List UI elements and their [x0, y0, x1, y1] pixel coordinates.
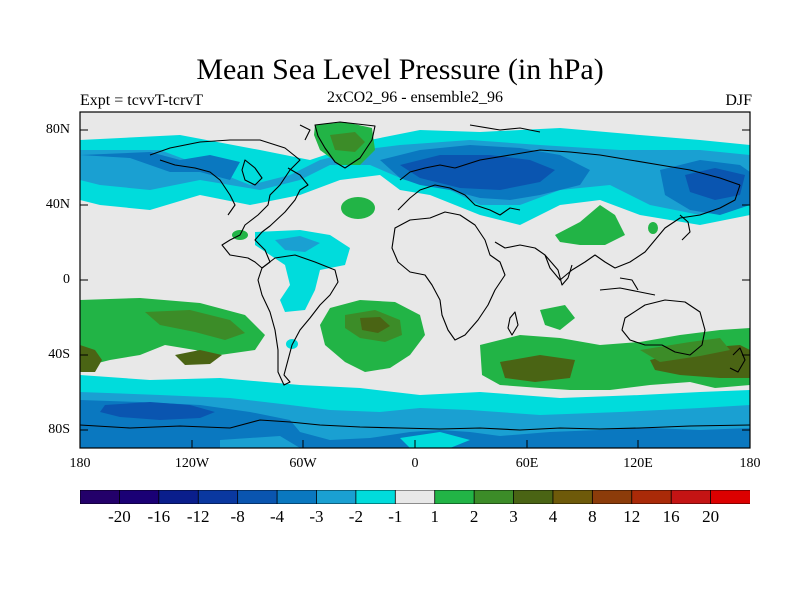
tropical-lightblue	[275, 236, 320, 252]
lat-label-40n: 40N	[45, 197, 70, 212]
season-label: DJF	[725, 92, 752, 109]
south-blue-band	[80, 400, 750, 448]
greenland-high-core	[330, 132, 365, 152]
colorbar-label: -4	[269, 507, 285, 526]
colorbar-label: -20	[108, 507, 131, 526]
south-pacific-olive-2	[175, 350, 222, 365]
americas-cyan	[255, 230, 350, 312]
colorbar-swatch	[591, 490, 633, 504]
sw-pacific-olive	[80, 345, 102, 372]
colorbar-swatch	[119, 490, 160, 504]
axis-ticks	[79, 129, 751, 448]
plot-title: Mean Sea Level Pressure (in hPa)	[196, 53, 604, 86]
colorbar-swatch	[276, 490, 318, 504]
south-atlantic-brown	[360, 317, 390, 333]
antarctic-cyan-patch	[400, 432, 470, 448]
colorbar-label: 8	[588, 507, 597, 526]
colorbar-swatch	[513, 490, 554, 504]
lon-label-120w: 120W	[174, 456, 210, 471]
colorbar-label: -12	[186, 507, 210, 526]
lon-label-0: 0	[411, 456, 419, 471]
madagascar-green	[540, 305, 575, 330]
colorbar-swatch	[80, 490, 121, 504]
colorbar-swatch	[394, 490, 436, 504]
lon-label-180e: 180	[739, 456, 761, 471]
colorbar-swatch	[710, 490, 750, 504]
lat-label-80n: 80N	[45, 122, 70, 137]
colorbar-label: 20	[702, 507, 720, 526]
colorbar-swatch	[552, 490, 594, 504]
colorbar-label: 4	[548, 507, 558, 526]
pressure-field	[80, 112, 750, 448]
south-pacific-green	[80, 298, 265, 365]
asia-high	[555, 205, 625, 245]
colorbar-swatch	[631, 490, 673, 504]
north-blue-band	[80, 152, 240, 180]
atlantic-high	[341, 197, 375, 219]
colorbar-label: 3	[509, 507, 518, 526]
experiment-label: Expt = tcvvT-tcrvT	[80, 92, 204, 109]
lat-label-80s: 80S	[48, 422, 70, 437]
colorbar-label: 1	[430, 507, 439, 526]
colorbar-swatch	[355, 490, 397, 504]
colorbar-label: -8	[230, 507, 245, 526]
antarctic-lightblue-patch	[220, 436, 300, 448]
lon-label-60e: 60E	[515, 456, 539, 471]
tasman-darkgreen	[640, 338, 730, 362]
eurasia-low-core	[400, 155, 555, 190]
colorbar-label: 12	[623, 507, 641, 526]
indian-olive	[500, 355, 575, 382]
colorbar-swatch	[316, 490, 357, 504]
colorbar-swatch	[670, 490, 712, 504]
south-darkblue-core	[100, 402, 215, 420]
colorbar-swatch	[434, 490, 476, 504]
colorbar-swatch	[237, 490, 278, 504]
lat-label-40s: 40S	[48, 347, 70, 362]
colorbar-label: -1	[388, 507, 403, 526]
wpacific-high	[648, 222, 658, 234]
lon-label-60w: 60W	[289, 456, 317, 471]
ensemble-label: 2xCO2_96 - ensemble2_96	[327, 89, 503, 106]
pacific-low-core	[685, 168, 745, 200]
lat-label-0: 0	[63, 272, 70, 287]
lon-label-120e: 120E	[623, 456, 653, 471]
colorbar-label: 2	[469, 507, 479, 526]
colorbar	[80, 490, 750, 504]
coastlines	[80, 121, 750, 431]
colorbar-swatch	[197, 490, 239, 504]
colorbar-label: -3	[309, 507, 324, 526]
tasman-olive	[650, 345, 750, 378]
colorbar-label: -16	[147, 507, 171, 526]
lon-label-180w: 180	[69, 456, 91, 471]
colorbar-swatch	[158, 490, 200, 504]
colorbar-label: -2	[348, 507, 363, 526]
colorbar-label: 16	[662, 507, 680, 526]
south-pacific-olive	[145, 310, 245, 340]
colorbar-swatch	[473, 490, 515, 504]
